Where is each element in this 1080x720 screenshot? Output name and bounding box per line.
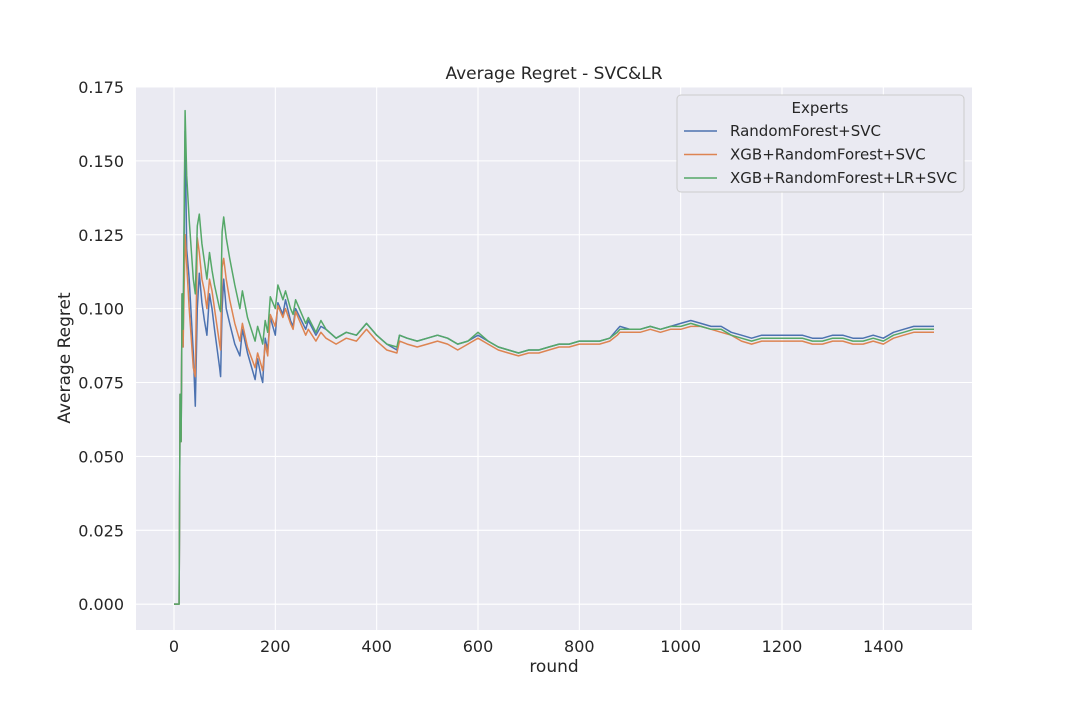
legend-box [676, 94, 965, 193]
x-tick-label: 1200 [762, 637, 803, 656]
x-tick-label: 400 [361, 637, 392, 656]
y-axis-label: Average Regret [55, 292, 75, 424]
x-tick-label: 200 [260, 637, 291, 656]
y-tick-label: 0.100 [78, 300, 124, 319]
x-tick-label: 1400 [863, 637, 904, 656]
x-tick-label: 600 [463, 637, 494, 656]
series-line-xgb-randomforest-svc [174, 234, 934, 605]
x-tick-label: 800 [564, 637, 595, 656]
x-tick-labels: 0 200 400 600 800 1000 1200 1400 [169, 637, 904, 656]
legend-items: RandomForest+SVC XGB+RandomForest+SVC XGB+… [684, 122, 957, 187]
y-tick-labels: 0.000 0.025 0.050 0.075 0.100 0.125 0.150 0.175 [78, 78, 124, 614]
y-tick-label: 0.000 [78, 595, 124, 614]
legend-label: XGB+RandomForest+SVC [730, 146, 926, 164]
x-axis-label: round [529, 657, 578, 677]
x-tick-label: 1000 [660, 637, 701, 656]
legend-label: XGB+RandomForest+LR+SVC [730, 169, 957, 187]
x-tick-label: 0 [169, 637, 179, 656]
legend: Experts RandomForest+SVC XGB+RandomForest… [676, 94, 965, 193]
y-tick-label: 0.150 [78, 152, 124, 171]
series-line-xgb-randomforest-lr-svc [174, 109, 934, 605]
y-tick-label: 0.175 [78, 78, 124, 97]
legend-label: RandomForest+SVC [730, 122, 881, 140]
y-tick-label: 0.075 [78, 374, 124, 393]
legend-title: Experts [792, 99, 849, 117]
chart-title: Average Regret - SVC&LR [445, 64, 662, 84]
series-lines [174, 109, 934, 605]
y-tick-label: 0.125 [78, 226, 124, 245]
y-tick-label: 0.025 [78, 521, 124, 540]
y-tick-label: 0.050 [78, 447, 124, 466]
